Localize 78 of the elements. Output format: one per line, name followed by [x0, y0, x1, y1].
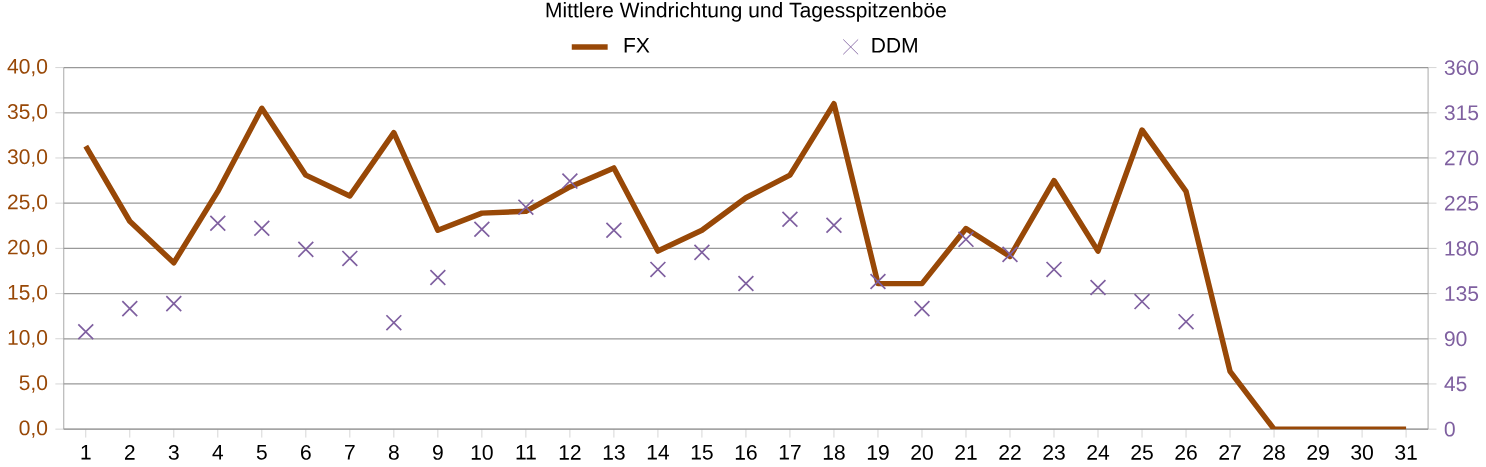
point [1089, 279, 1107, 296]
x-tick-label: 18 [823, 445, 845, 460]
y-tick-label: 20,0 [8, 239, 48, 258]
x-tick-label: 22 [999, 445, 1021, 460]
point [913, 300, 931, 317]
point [341, 250, 359, 267]
x-tick-label: 3 [168, 445, 179, 460]
y2-tick-label: 225 [1444, 195, 1479, 211]
x-tick-label: 19 [867, 445, 889, 460]
point [1045, 261, 1063, 278]
y2-tick-label: 90 [1444, 331, 1467, 347]
legend-label: FX [624, 38, 650, 53]
point [253, 220, 271, 237]
x-tick-label: 16 [735, 445, 757, 460]
x-tick-label: 28 [1263, 445, 1285, 460]
y2-tick-label: 360 [1444, 60, 1479, 76]
x-tick-label: 15 [691, 445, 713, 460]
y2-tick-label: 180 [1445, 240, 1479, 256]
point [385, 314, 403, 332]
point [1001, 246, 1019, 263]
point [957, 231, 975, 248]
x-tick-label: 4 [212, 445, 224, 460]
x-tick-label: 1 [81, 445, 91, 460]
point [473, 221, 491, 238]
point [869, 273, 887, 290]
point [1133, 293, 1151, 310]
y-tick-label: 0,0 [19, 420, 48, 438]
point [825, 217, 843, 234]
y-tick-label: 15,0 [8, 284, 48, 303]
x-tick-label: 27 [1219, 445, 1241, 460]
x-tick-label: 20 [911, 445, 933, 460]
y-tick-label: 35,0 [7, 104, 48, 122]
point [121, 300, 139, 317]
legend-label: DDM [872, 38, 917, 53]
x-tick-label: 14 [647, 445, 669, 460]
y-tick-label: 40,0 [7, 58, 48, 77]
y2-tick-label: 135 [1445, 286, 1479, 302]
y2-tick-label: 45 [1444, 376, 1467, 392]
point [781, 211, 799, 228]
x-tick-label: 2 [124, 445, 135, 460]
point [561, 172, 579, 190]
x-tick-label: 5 [256, 445, 267, 460]
point [209, 215, 227, 232]
x-tick-label: 8 [388, 445, 399, 460]
point [517, 198, 535, 216]
x-tick-label: 11 [516, 445, 536, 460]
y2-tick-label: 270 [1444, 150, 1479, 166]
point [605, 222, 623, 239]
point [297, 241, 315, 258]
point [1177, 313, 1195, 331]
x-tick-label: 6 [301, 445, 311, 460]
x-tick-label: 30 [1351, 445, 1373, 460]
y-tick-label: 25,0 [8, 194, 48, 212]
point [77, 323, 95, 341]
x-tick-label: 29 [1307, 445, 1329, 460]
point [693, 244, 711, 261]
chart-title: Mittlere Windrichtung und Tagesspitzenböe [546, 2, 946, 22]
y-tick-label: 30,0 [7, 149, 48, 167]
x-tick-label: 26 [1175, 445, 1197, 460]
x-tick-label: 7 [345, 445, 355, 460]
x-tick-label: 24 [1087, 445, 1110, 460]
x-tick-label: 25 [1131, 445, 1153, 460]
point [165, 295, 183, 312]
x-tick-label: 10 [471, 445, 493, 460]
y2-tick-label: 0 [1444, 421, 1455, 437]
y-tick-label: 5,0 [19, 375, 48, 393]
point [649, 261, 667, 278]
x-tick-label: 13 [603, 445, 625, 460]
y-tick-label: 10,0 [8, 330, 48, 348]
x-tick-label: 31 [1395, 445, 1417, 460]
y2-tick-label: 315 [1444, 105, 1479, 121]
x-tick-label: 9 [432, 445, 443, 460]
x-tick-label: 12 [559, 445, 581, 460]
x-tick-label: 21 [955, 445, 977, 460]
x-tick-label: 17 [779, 445, 801, 460]
point [737, 275, 755, 292]
x-tick-label: 23 [1043, 445, 1065, 460]
point [429, 269, 447, 286]
